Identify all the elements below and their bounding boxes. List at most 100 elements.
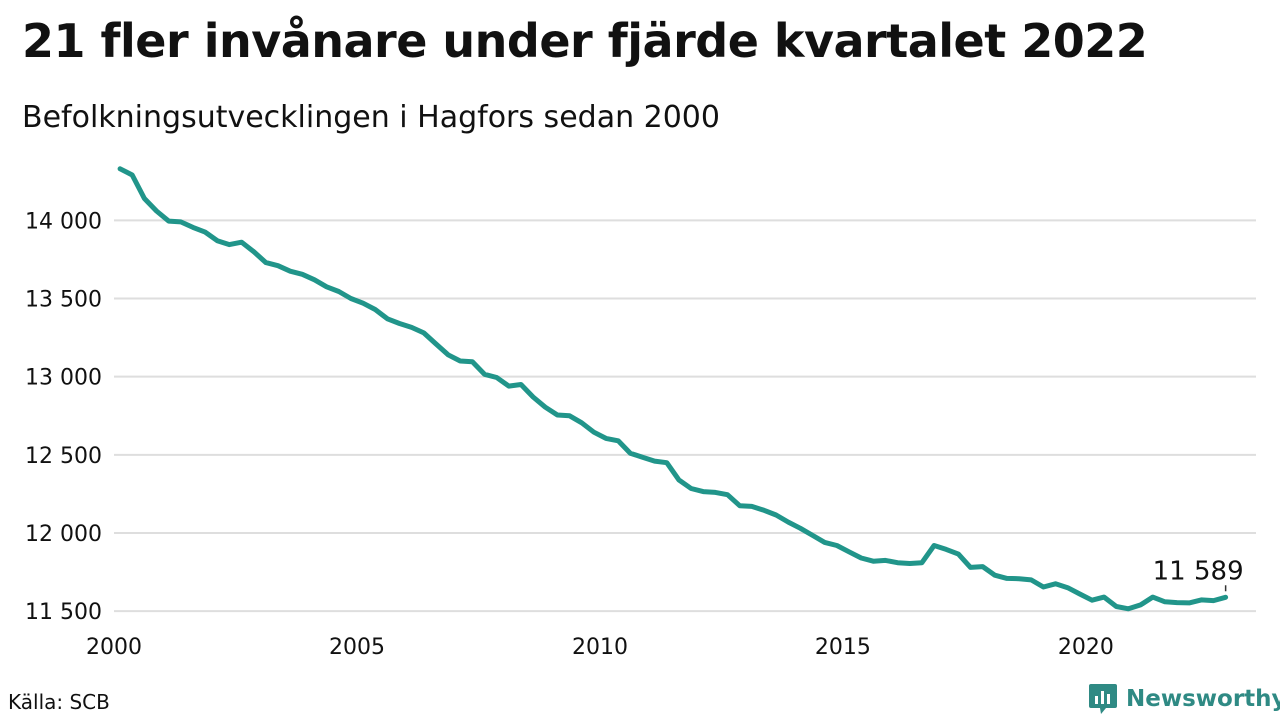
- data-point: [494, 374, 500, 380]
- data-point: [166, 218, 172, 224]
- data-point: [178, 219, 184, 225]
- data-point: [846, 549, 852, 555]
- data-point: [676, 477, 682, 483]
- data-point: [700, 489, 706, 495]
- data-point: [943, 546, 949, 552]
- data-point: [567, 413, 573, 419]
- data-point: [1016, 576, 1022, 582]
- x-tick-label: 2015: [815, 635, 871, 660]
- data-point: [980, 564, 986, 570]
- data-point: [822, 539, 828, 545]
- data-point: [1028, 577, 1034, 583]
- data-point: [725, 492, 731, 498]
- y-tick-label: 13 000: [25, 366, 102, 391]
- data-point: [737, 503, 743, 509]
- data-point: [882, 557, 888, 563]
- data-point: [190, 224, 196, 230]
- x-tick-label: 2020: [1058, 635, 1114, 660]
- data-point: [834, 543, 840, 549]
- data-point: [1162, 599, 1168, 605]
- data-point: [542, 404, 548, 410]
- data-point: [919, 560, 925, 566]
- data-point: [773, 512, 779, 518]
- chart-title: 21 fler invånare under fjärde kvartalet …: [22, 14, 1148, 68]
- brand-name: Newsworthy: [1126, 686, 1280, 712]
- data-point: [372, 306, 378, 312]
- data-point: [287, 268, 293, 274]
- y-tick-label: 13 500: [25, 288, 102, 313]
- data-point: [336, 288, 342, 294]
- data-point: [955, 551, 961, 557]
- data-point: [895, 560, 901, 566]
- data-point: [1223, 594, 1229, 600]
- data-point: [1077, 591, 1083, 597]
- data-point: [433, 341, 439, 347]
- data-point: [931, 543, 937, 549]
- data-point: [603, 435, 609, 441]
- data-point: [1125, 606, 1131, 612]
- data-point: [1101, 594, 1107, 600]
- data-point: [968, 564, 974, 570]
- x-tick-label: 2010: [572, 635, 628, 660]
- data-point: [324, 284, 330, 290]
- data-point: [384, 316, 390, 322]
- y-axis-tick-labels: 11 500 12 000 12 500 13 000 13 500 14 000: [25, 209, 102, 625]
- data-point: [810, 532, 816, 538]
- data-point: [1089, 597, 1095, 603]
- data-point: [397, 321, 403, 327]
- data-point: [348, 296, 354, 302]
- data-point: [1053, 581, 1059, 587]
- chart-subtitle: Befolkningsutvecklingen i Hagfors sedan …: [22, 100, 720, 135]
- data-point: [1138, 602, 1144, 608]
- data-point: [239, 239, 245, 245]
- data-point: [226, 242, 232, 248]
- data-point: [214, 238, 220, 244]
- data-point: [299, 271, 305, 277]
- data-point: [761, 507, 767, 513]
- data-point: [992, 572, 998, 578]
- data-point: [518, 382, 524, 388]
- end-value-label: 11 589: [1153, 556, 1244, 586]
- x-tick-label: 2000: [86, 635, 142, 660]
- data-point: [457, 358, 463, 364]
- data-point: [409, 324, 415, 330]
- series-group: [117, 166, 1229, 612]
- data-point: [688, 485, 694, 491]
- gridlines: [114, 219, 1256, 613]
- data-point: [141, 195, 147, 201]
- data-point: [469, 359, 475, 365]
- series-line: [117, 166, 1229, 612]
- data-point: [311, 277, 317, 283]
- y-tick-label: 11 500: [25, 600, 102, 625]
- data-point: [664, 460, 670, 466]
- y-tick-label: 12 000: [25, 522, 102, 547]
- data-point: [870, 558, 876, 564]
- data-point: [530, 394, 536, 400]
- data-point: [858, 555, 864, 561]
- brand-logo[interactable]: Newsworthy: [1088, 682, 1280, 716]
- data-point: [1004, 575, 1010, 581]
- data-point: [445, 352, 451, 358]
- data-point: [275, 263, 281, 269]
- source-note: Källa: SCB: [8, 690, 110, 714]
- data-point: [482, 371, 488, 377]
- data-point: [615, 438, 621, 444]
- data-point: [202, 229, 208, 235]
- data-point: [639, 454, 645, 460]
- data-point: [627, 450, 633, 456]
- data-point: [1040, 584, 1046, 590]
- data-point: [1150, 594, 1156, 600]
- y-tick-label: 14 000: [25, 209, 102, 234]
- data-point: [360, 300, 366, 306]
- data-point: [1174, 600, 1180, 606]
- data-point: [797, 525, 803, 531]
- data-point: [907, 561, 913, 567]
- data-point: [1113, 603, 1119, 609]
- data-point: [591, 429, 597, 435]
- data-point: [421, 330, 427, 336]
- data-point: [749, 503, 755, 509]
- data-point: [554, 412, 560, 418]
- data-point: [251, 249, 257, 255]
- y-tick-label: 12 500: [25, 444, 102, 469]
